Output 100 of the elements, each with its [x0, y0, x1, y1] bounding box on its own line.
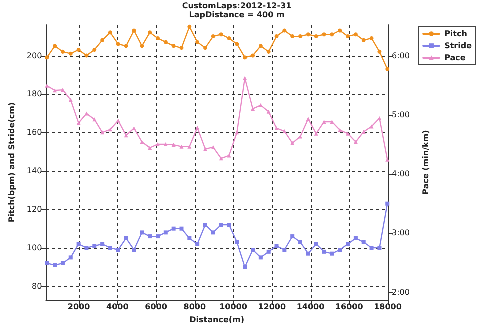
- point: [346, 242, 350, 246]
- y-tick-label: 200: [26, 51, 42, 60]
- point: [53, 263, 58, 268]
- point: [156, 234, 160, 239]
- point: [172, 226, 176, 231]
- point: [346, 34, 350, 39]
- point: [156, 142, 160, 146]
- point: [243, 56, 248, 60]
- point: [164, 230, 168, 235]
- point: [204, 46, 208, 50]
- point: [84, 54, 89, 58]
- point: [45, 84, 50, 88]
- point: [386, 202, 390, 206]
- point: [116, 248, 120, 252]
- point: [258, 44, 263, 48]
- point: [132, 248, 136, 252]
- point: [290, 141, 295, 146]
- legend-label: Pace: [444, 54, 466, 62]
- point: [362, 38, 366, 42]
- point: [53, 44, 58, 48]
- y2-tick-label: 5:00: [392, 110, 410, 120]
- point: [116, 42, 120, 46]
- point: [180, 46, 184, 50]
- point: [92, 48, 97, 52]
- point: [282, 248, 287, 252]
- point: [338, 128, 342, 132]
- point: [180, 226, 184, 231]
- point: [274, 126, 279, 130]
- point: [68, 256, 73, 260]
- y2-tick-label: 4:00: [392, 170, 410, 179]
- point: [53, 88, 58, 93]
- point: [211, 145, 216, 150]
- point: [100, 38, 105, 42]
- point: [258, 103, 263, 108]
- point: [298, 240, 303, 244]
- x-tick-label: 2000: [68, 302, 91, 312]
- point: [306, 32, 310, 37]
- point: [45, 261, 50, 266]
- y-tick-label: 120: [26, 205, 42, 214]
- x-tick-label: 10000: [220, 302, 248, 312]
- x-axis-title: Distance(m): [190, 316, 245, 324]
- point: [298, 134, 303, 139]
- point: [140, 44, 144, 48]
- point: [188, 24, 192, 29]
- y2-tick-label: 6:00: [392, 51, 410, 60]
- point: [211, 230, 216, 235]
- point: [60, 50, 65, 54]
- point: [219, 223, 224, 227]
- point: [290, 234, 295, 239]
- point: [338, 248, 342, 252]
- point: [156, 36, 160, 40]
- point: [251, 106, 256, 111]
- point: [108, 30, 112, 35]
- y-tick-label: 160: [26, 128, 42, 138]
- point: [227, 223, 232, 227]
- point: [235, 42, 240, 46]
- point: [76, 48, 81, 52]
- point: [227, 36, 232, 40]
- y2-tick-label: 3:00: [392, 228, 410, 238]
- point: [282, 129, 287, 134]
- point: [243, 265, 248, 270]
- y2-tick-label: 2:00: [392, 288, 410, 297]
- legend-label: Stride: [444, 42, 473, 50]
- point: [108, 128, 112, 132]
- point: [203, 147, 208, 152]
- point: [266, 110, 271, 114]
- point: [196, 126, 200, 130]
- x-tick-label: 14000: [296, 302, 326, 312]
- point: [235, 240, 240, 244]
- chart-title: CustomLaps:2012-12-31: [182, 2, 292, 10]
- point: [164, 40, 168, 44]
- x-tick-label: 4000: [106, 302, 130, 312]
- point: [306, 117, 310, 122]
- point: [354, 236, 358, 240]
- y-axis-title: Pitch(bpm) and Stride(cm): [8, 102, 16, 223]
- point: [354, 140, 358, 144]
- point: [148, 30, 152, 35]
- point: [314, 132, 318, 136]
- point: [196, 242, 200, 246]
- point: [164, 142, 168, 146]
- point: [330, 32, 334, 37]
- point: [251, 54, 256, 58]
- point: [60, 261, 65, 266]
- chart-subtitle: LapDistance = 400 m: [189, 10, 285, 20]
- point: [290, 34, 295, 39]
- point: [92, 244, 97, 248]
- point: [386, 67, 390, 72]
- x-tick-label: 8000: [184, 302, 206, 312]
- point: [60, 88, 65, 92]
- point: [282, 28, 287, 33]
- point: [306, 252, 310, 256]
- point: [172, 143, 176, 148]
- point: [76, 242, 81, 246]
- point: [188, 144, 192, 149]
- point: [100, 130, 105, 135]
- point: [124, 44, 128, 48]
- point: [266, 250, 271, 254]
- point: [322, 120, 326, 124]
- point: [116, 118, 120, 123]
- point: [219, 32, 224, 37]
